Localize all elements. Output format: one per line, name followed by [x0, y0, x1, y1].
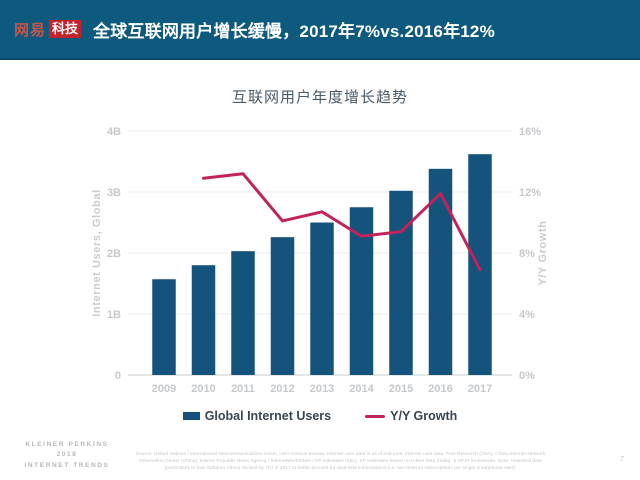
chart-legend: Global Internet Users Y/Y Growth: [0, 409, 640, 423]
svg-text:2017: 2017: [468, 383, 492, 395]
legend-label-bars: Global Internet Users: [204, 409, 332, 423]
legend-label-line: Y/Y Growth: [390, 409, 458, 423]
kleiner-perkins-brand: KLEINER PERKINS 2018 INTERNET TRENDS: [6, 440, 128, 471]
svg-text:2009: 2009: [152, 383, 176, 395]
svg-text:2016: 2016: [428, 383, 452, 395]
svg-text:4%: 4%: [519, 309, 535, 321]
svg-text:Internet Users, Global: Internet Users, Global: [91, 189, 103, 317]
svg-text:2013: 2013: [310, 383, 334, 395]
svg-text:0: 0: [115, 370, 121, 382]
svg-text:16%: 16%: [519, 126, 541, 138]
svg-text:8%: 8%: [519, 248, 535, 260]
svg-text:2B: 2B: [107, 248, 121, 260]
tech-logo-badge: 科技: [49, 19, 82, 39]
chart-title: 互联网用户年度增长趋势: [231, 89, 408, 106]
netease-tech-logo: 网易 科技: [14, 19, 82, 40]
bar-line-chart: 0 0% 1B 4% 2B 8% 3B 12% 4B 16% Internet Users, Glo…: [91, 126, 549, 395]
netease-logo-text: 网易: [14, 21, 47, 39]
brand-line-2: 2018: [56, 451, 78, 459]
svg-text:4B: 4B: [107, 126, 121, 138]
brand-line-3: INTERNET TRENDS: [24, 461, 110, 469]
legend-item-bars: Global Internet Users: [182, 409, 332, 423]
header-bar: 网易 科技 全球互联网用户增长缓慢，2017年7%vs.2016年12%: [0, 0, 640, 60]
svg-text:3B: 3B: [107, 187, 121, 199]
svg-text:Y/Y Growth: Y/Y Growth: [537, 220, 549, 285]
line-swatch-icon: [365, 414, 386, 418]
svg-text:1B: 1B: [107, 309, 121, 321]
svg-text:0%: 0%: [519, 370, 535, 382]
svg-text:12%: 12%: [519, 187, 541, 199]
source-note: Source: United Nations / International T…: [135, 452, 546, 472]
svg-text:2014: 2014: [349, 383, 374, 395]
page-number: 7: [620, 456, 624, 463]
legend-item-line: Y/Y Growth: [365, 409, 457, 423]
svg-text:2011: 2011: [231, 383, 255, 395]
svg-text:2010: 2010: [191, 383, 215, 395]
page-title: 全球互联网用户增长缓慢，2017年7%vs.2016年12%: [93, 21, 495, 41]
svg-text:2012: 2012: [270, 383, 294, 395]
svg-text:2015: 2015: [389, 383, 413, 395]
bar-swatch-icon: [182, 412, 200, 420]
brand-line-1: KLEINER PERKINS: [25, 440, 109, 448]
